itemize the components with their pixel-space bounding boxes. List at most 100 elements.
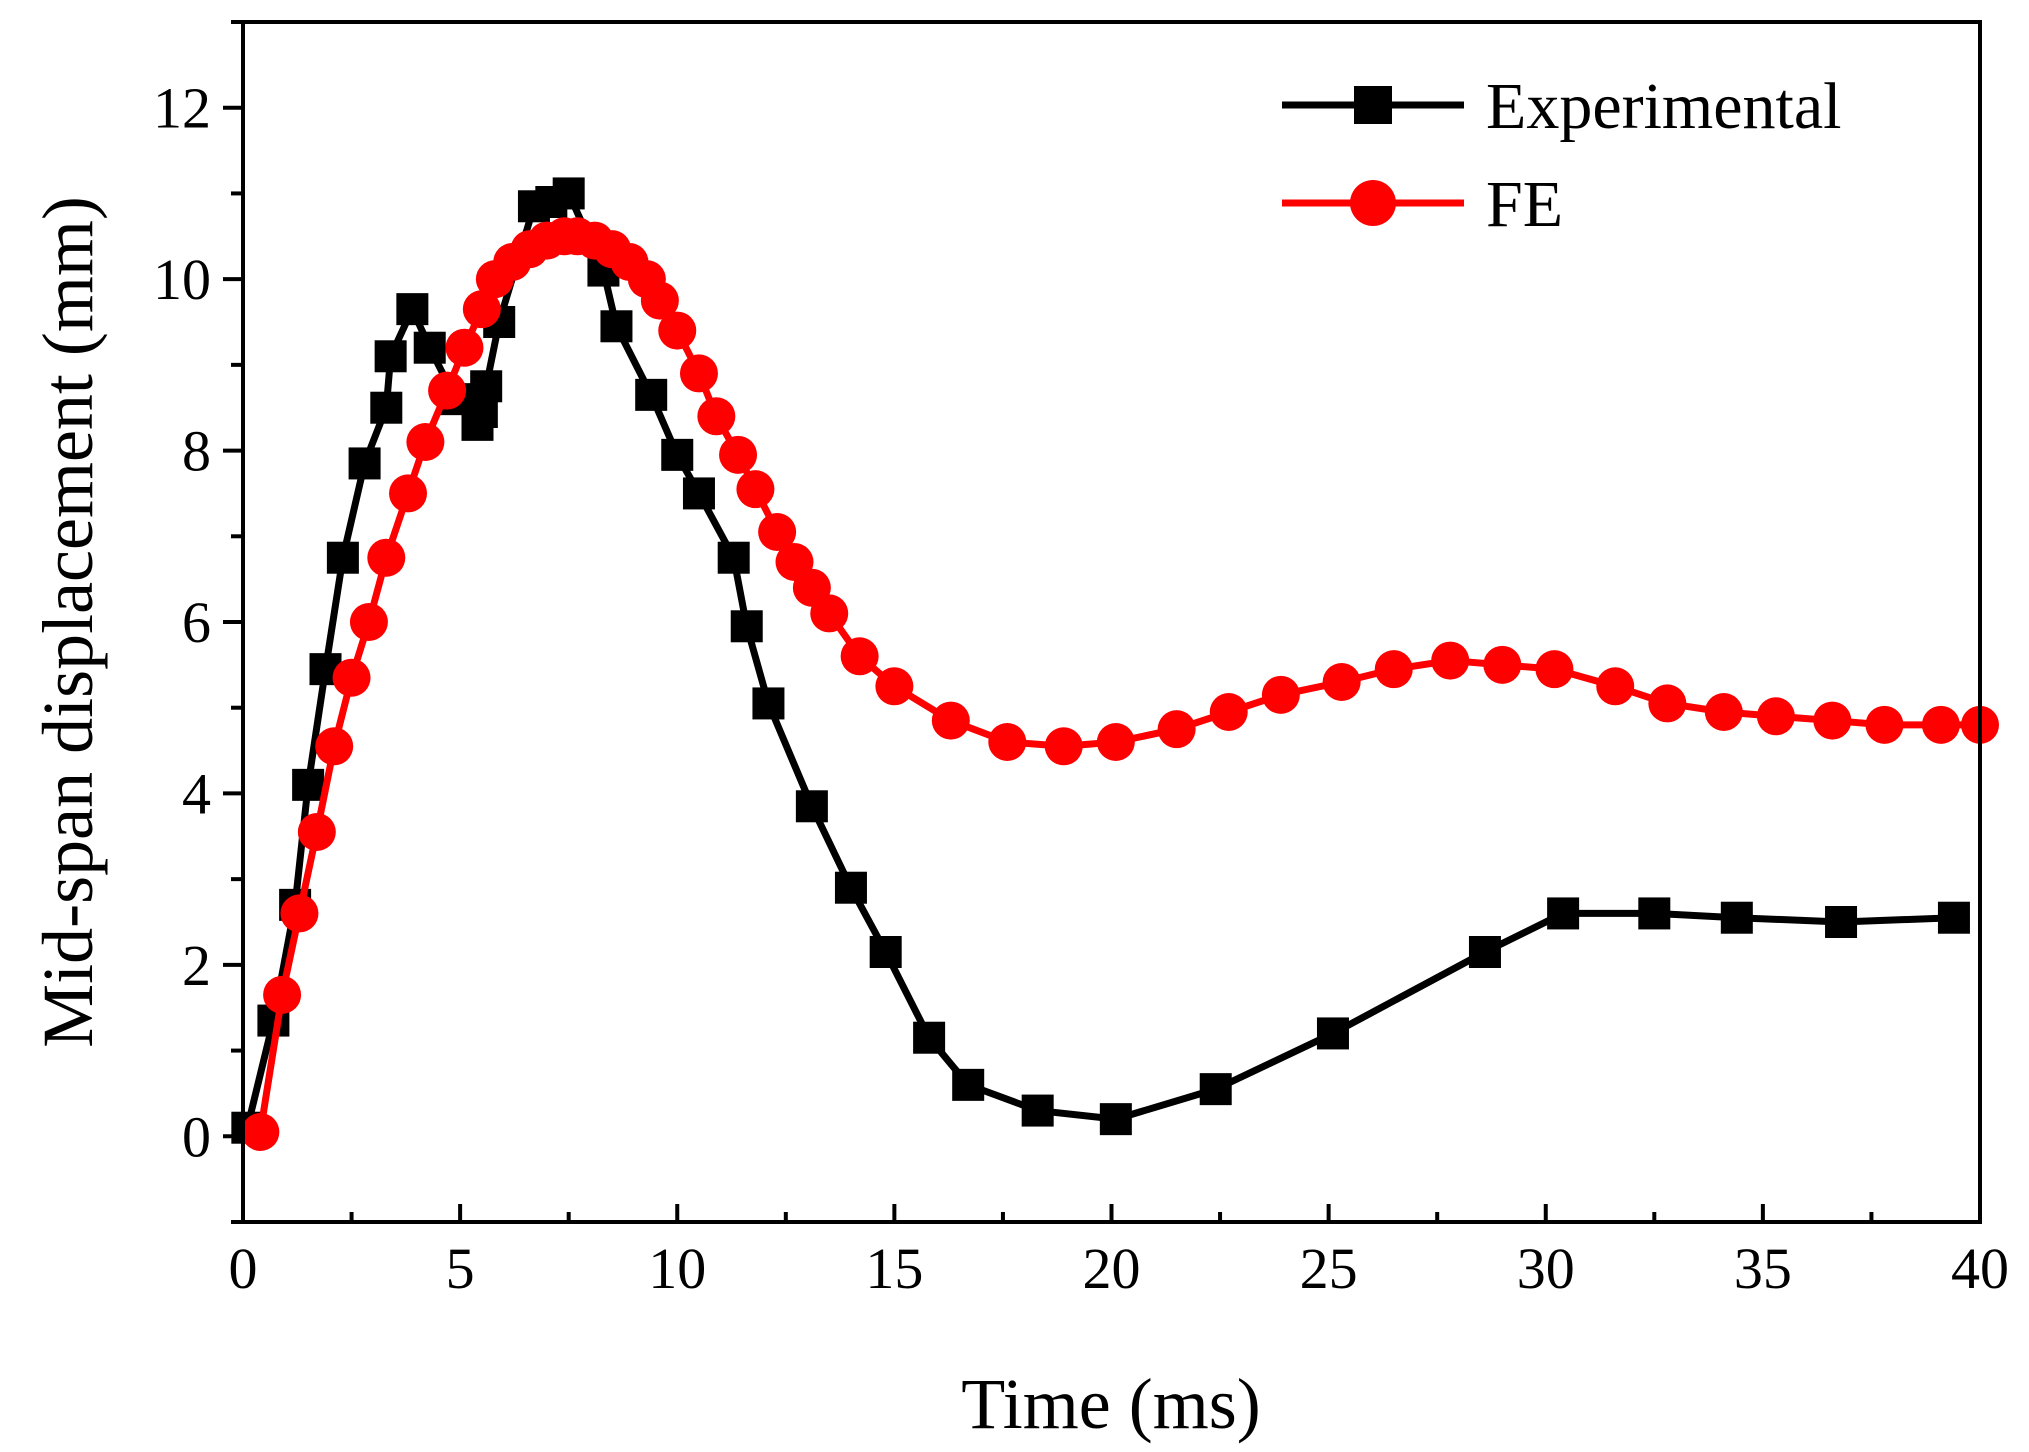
data-point xyxy=(1638,897,1671,930)
data-point xyxy=(470,370,503,403)
data-point xyxy=(658,311,697,350)
data-point xyxy=(1596,667,1635,706)
data-point xyxy=(326,541,359,574)
legend-marker xyxy=(1350,180,1396,226)
data-point xyxy=(1199,1073,1232,1106)
data-point xyxy=(297,813,336,851)
data-point xyxy=(635,378,668,411)
data-point xyxy=(1756,697,1795,736)
data-point xyxy=(1096,723,1135,761)
data-point xyxy=(810,594,849,633)
x-tick-label: 25 xyxy=(1300,1236,1358,1301)
y-tick-label: 2 xyxy=(182,933,211,998)
x-axis-title: Time (ms) xyxy=(961,1364,1260,1444)
x-tick-label: 10 xyxy=(648,1236,706,1301)
series-experimental xyxy=(231,177,1970,1144)
data-point xyxy=(349,603,388,641)
data-point xyxy=(1865,705,1904,744)
x-tick-label: 40 xyxy=(1951,1236,2009,1301)
data-point xyxy=(679,354,718,393)
data-point xyxy=(1431,641,1470,680)
data-point xyxy=(1535,650,1574,689)
data-point xyxy=(931,701,970,740)
data-point xyxy=(406,423,445,461)
legend-marker xyxy=(1354,86,1392,124)
data-point xyxy=(1720,901,1753,934)
data-point xyxy=(552,177,585,210)
legend-item: FE xyxy=(1282,168,1563,241)
data-point xyxy=(1261,675,1300,714)
data-point xyxy=(736,470,775,509)
y-tick-label: 6 xyxy=(182,590,211,655)
data-point xyxy=(717,541,750,574)
y-tick-label: 10 xyxy=(153,247,211,312)
data-point xyxy=(1921,705,1960,744)
x-tick-label: 5 xyxy=(446,1236,475,1301)
data-point xyxy=(869,936,902,968)
legend: Experimental FE xyxy=(1282,70,1842,241)
series-layer xyxy=(231,177,1999,1151)
data-point xyxy=(370,391,403,424)
y-axis-title: Mid-span displacement (mm) xyxy=(28,196,108,1048)
data-point xyxy=(263,975,302,1014)
data-point xyxy=(1825,906,1858,938)
plot-area xyxy=(231,177,1999,1151)
x-tick-label: 15 xyxy=(865,1236,923,1301)
data-point xyxy=(661,438,694,471)
data-point xyxy=(428,371,467,410)
x-tick-label: 0 xyxy=(229,1236,258,1301)
data-point xyxy=(1099,1103,1132,1136)
data-point xyxy=(348,447,381,480)
x-tick-label: 35 xyxy=(1734,1236,1792,1301)
plot-frame xyxy=(241,20,1982,1224)
data-point xyxy=(1468,936,1501,968)
data-point xyxy=(374,340,407,373)
data-point xyxy=(913,1021,946,1054)
data-point xyxy=(1021,1094,1054,1127)
data-point xyxy=(389,474,428,513)
data-point xyxy=(332,658,371,697)
data-point xyxy=(682,477,715,510)
legend-label: Experimental xyxy=(1486,70,1842,143)
data-point xyxy=(1937,901,1970,934)
data-point xyxy=(1209,693,1248,731)
data-point xyxy=(875,667,914,706)
data-point xyxy=(413,331,446,364)
data-point xyxy=(1547,897,1580,930)
data-point xyxy=(719,435,758,474)
data-point xyxy=(952,1068,985,1101)
data-point xyxy=(292,768,325,801)
data-point xyxy=(1157,710,1196,749)
data-point xyxy=(795,790,828,823)
legend-label: FE xyxy=(1486,168,1563,241)
series-fe xyxy=(241,217,1999,1151)
data-point xyxy=(445,328,484,367)
data-point xyxy=(1483,645,1522,684)
data-point xyxy=(315,727,354,766)
x-tick-label: 20 xyxy=(1083,1236,1141,1301)
series-line xyxy=(256,232,1980,1133)
data-point xyxy=(367,538,406,577)
data-point xyxy=(1648,684,1687,723)
x-tick-label: 30 xyxy=(1517,1236,1575,1301)
y-tick-label: 12 xyxy=(153,76,211,141)
x-axis: 0 5 10 15 20 25 30 35 40 xyxy=(229,1204,2009,1301)
data-point xyxy=(600,310,633,343)
data-point xyxy=(640,281,679,320)
data-point xyxy=(396,293,429,326)
data-point xyxy=(834,871,867,904)
y-tick-label: 8 xyxy=(182,419,211,484)
data-point xyxy=(752,687,785,720)
data-point xyxy=(1374,650,1413,689)
y-tick-label: 0 xyxy=(182,1104,211,1169)
data-point xyxy=(1322,663,1361,701)
data-point xyxy=(697,397,736,436)
legend-item: Experimental xyxy=(1282,70,1842,143)
data-point xyxy=(988,723,1027,761)
data-point xyxy=(730,610,763,643)
data-point xyxy=(1316,1017,1349,1050)
data-point xyxy=(462,290,501,329)
data-point xyxy=(280,894,319,933)
data-point xyxy=(758,513,797,551)
